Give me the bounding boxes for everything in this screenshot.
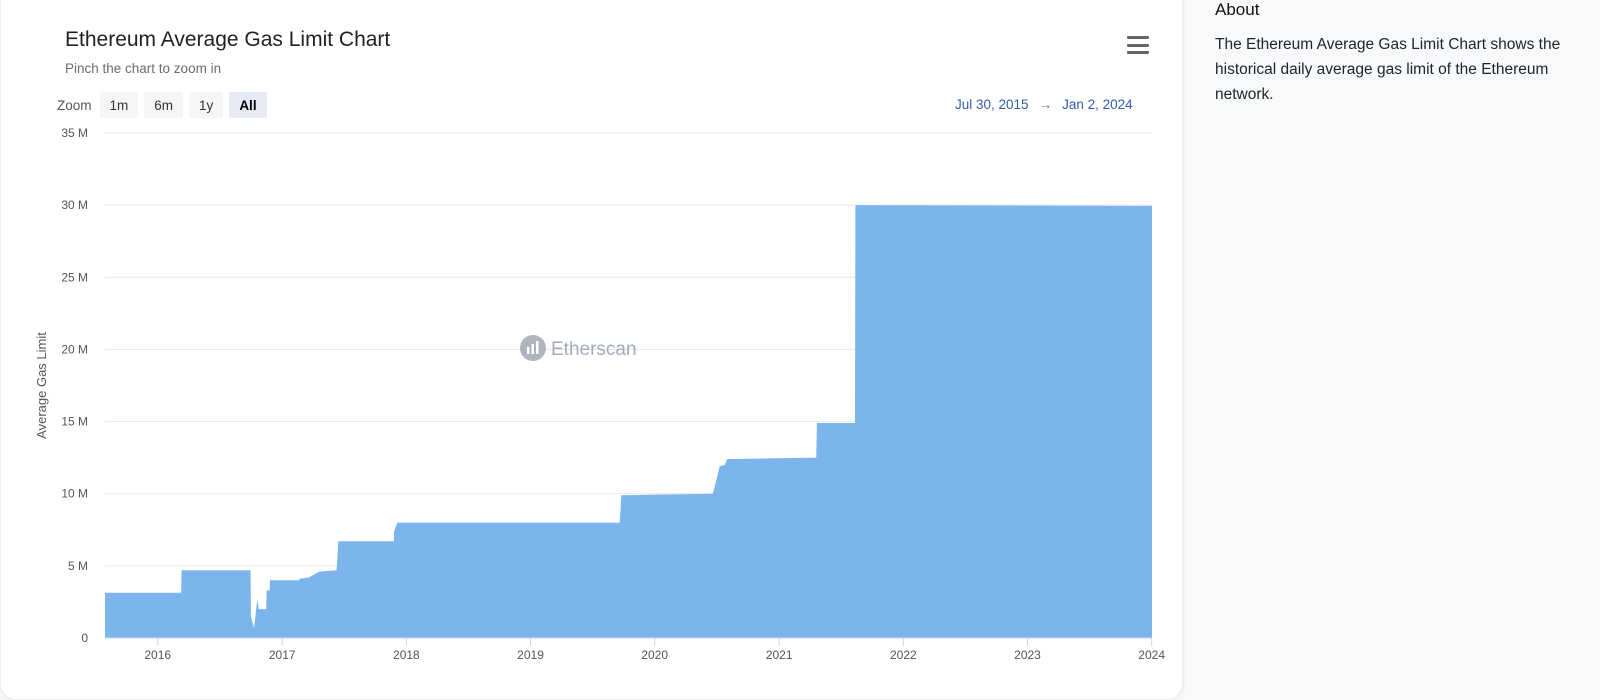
y-axis-label: Average Gas Limit — [34, 332, 49, 439]
watermark-text: Etherscan — [551, 339, 637, 360]
x-tick-label: 2022 — [890, 648, 917, 662]
y-tick-label: 10 M — [61, 487, 88, 501]
zoom-all-button[interactable]: All — [229, 92, 267, 118]
zoom-1m-button[interactable]: 1m — [99, 92, 139, 118]
about-title: About — [1215, 0, 1260, 19]
range-arrow: → — [1038, 97, 1053, 112]
x-tick-label: 2019 — [517, 648, 544, 662]
zoom-6m-button[interactable]: 6m — [144, 92, 184, 118]
y-tick-label: 20 M — [61, 342, 88, 356]
zoom-label: Zoom — [57, 97, 92, 113]
x-tick-label: 2024 — [1138, 648, 1165, 662]
x-tick-label: 2023 — [1014, 648, 1041, 662]
zoom-controls: Zoom 1m 6m 1y All — [57, 92, 267, 118]
range-to-input[interactable]: Jan 2, 2024 — [1062, 97, 1133, 112]
y-tick-label: 5 M — [68, 559, 88, 573]
hamburger-menu-icon[interactable] — [1124, 34, 1152, 56]
x-tick-label: 2016 — [144, 648, 171, 662]
y-tick-label: 15 M — [61, 415, 88, 429]
date-range: Jul 30, 2015 → Jan 2, 2024 — [955, 97, 1133, 112]
logo-bar — [527, 347, 530, 354]
x-tick-label: 2021 — [766, 648, 793, 662]
y-tick-label: 35 M — [61, 126, 88, 140]
chart-title: Ethereum Average Gas Limit Chart — [65, 28, 391, 51]
x-tick-label: 2018 — [393, 648, 420, 662]
zoom-1y-button[interactable]: 1y — [189, 92, 224, 118]
series-area-0[interactable] — [105, 205, 1152, 638]
y-tick-label: 30 M — [61, 198, 88, 212]
x-tick-label: 2017 — [269, 648, 296, 662]
chart-plot[interactable]: 0 5 M 10 M 15 M 20 M 25 M 30 M 35 M Average Gas … — [0, 0, 1183, 684]
y-tick-label: 25 M — [61, 270, 88, 284]
y-tick-label: 0 — [81, 631, 88, 645]
range-from-input[interactable]: Jul 30, 2015 — [955, 97, 1029, 112]
logo-bar — [531, 344, 534, 354]
logo-bar — [536, 341, 539, 354]
chart-subtitle: Pinch the chart to zoom in — [65, 61, 222, 76]
x-tick-label: 2020 — [641, 648, 668, 662]
about-text: The Ethereum Average Gas Limit Chart sho… — [1215, 36, 1561, 103]
